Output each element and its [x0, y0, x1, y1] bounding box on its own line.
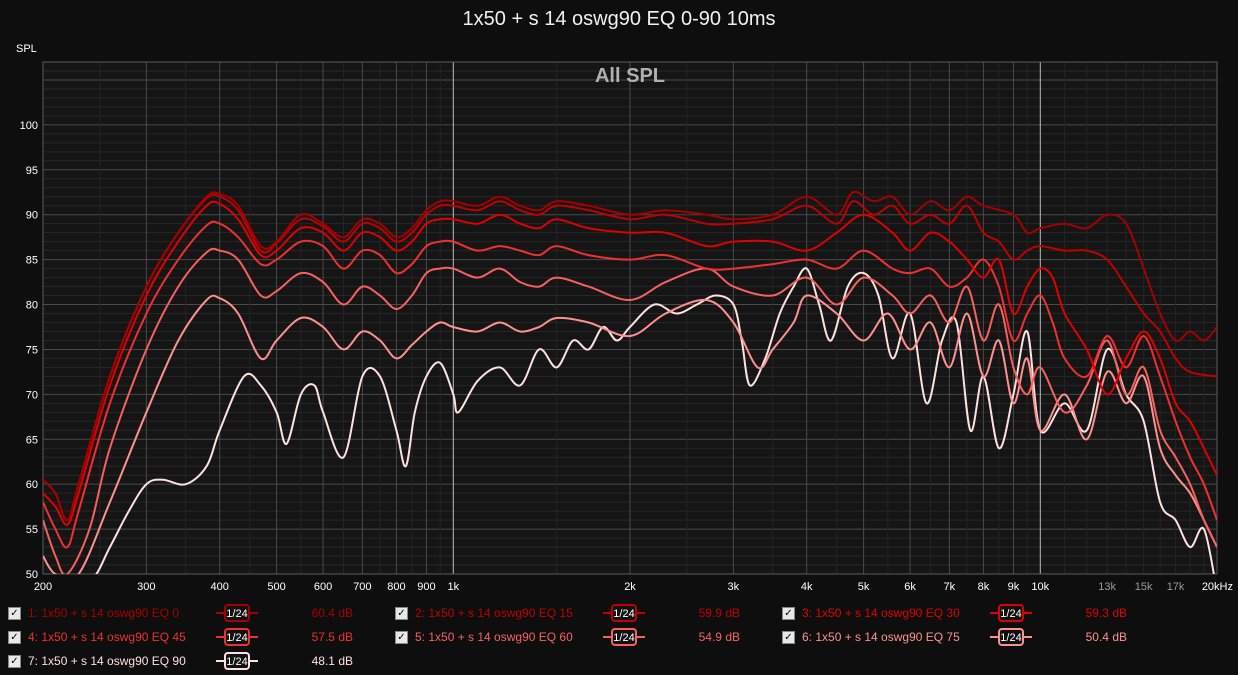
- x-tick-label: 400: [211, 581, 229, 593]
- x-tick-label: 20kHz: [1202, 581, 1233, 593]
- legend-level: 54.9 dB: [698, 630, 740, 644]
- x-ticks: 200 300 400 500 600 700 800 900 1k 2k 3k 4k 5k 6k 7k 8k…: [34, 581, 1233, 593]
- x-tick-label: 2k: [624, 581, 636, 593]
- x-tick-label: 700: [353, 581, 371, 593]
- x-tick-label: 4k: [801, 581, 813, 593]
- legend-label: 7: 1x50 + s 14 oswg90 EQ 90: [28, 654, 186, 668]
- x-tick-label: 10k: [1031, 581, 1049, 593]
- legend-checkbox[interactable]: ✓: [395, 607, 408, 620]
- smoothing-button[interactable]: 1/24: [990, 604, 1032, 622]
- grid: [42, 61, 1218, 575]
- legend-item[interactable]: ✓ 2: 1x50 + s 14 oswg90 EQ 15 1/24 59.9 dB: [395, 604, 775, 624]
- series-line: [95, 267, 1215, 574]
- legend-label: 3: 1x50 + s 14 oswg90 EQ 30: [802, 606, 960, 620]
- x-tick-label: 15k: [1135, 581, 1153, 593]
- smoothing-button[interactable]: 1/24: [990, 628, 1032, 646]
- legend: ✓ 1: 1x50 + s 14 oswg90 EQ 0 1/24 60.4 dB ✓ 2…: [0, 600, 1238, 675]
- series-line: [43, 193, 1217, 522]
- legend-item[interactable]: ✓ 4: 1x50 + s 14 oswg90 EQ 45 1/24 57.5 dB: [8, 628, 388, 648]
- legend-checkbox[interactable]: ✓: [8, 631, 21, 644]
- legend-label: 4: 1x50 + s 14 oswg90 EQ 45: [28, 630, 186, 644]
- x-tick-label: 8k: [978, 581, 990, 593]
- legend-item[interactable]: ✓ 6: 1x50 + s 14 oswg90 EQ 75 1/24 50.4 dB: [782, 628, 1162, 648]
- series-layer: [43, 190, 1217, 574]
- x-tick-label: 500: [267, 581, 285, 593]
- y-tick-label: 100: [20, 120, 38, 132]
- smoothing-label: 1/24: [1000, 632, 1021, 644]
- y-tick-label: 50: [26, 569, 38, 581]
- x-tick-label: 800: [387, 581, 405, 593]
- chart-title: 1x50 + s 14 oswg90 EQ 0-90 10ms: [462, 8, 776, 30]
- smoothing-button[interactable]: 1/24: [603, 628, 645, 646]
- y-axis-label: SPL: [16, 43, 37, 55]
- legend-checkbox[interactable]: ✓: [8, 607, 21, 620]
- x-tick-label: 9k: [1008, 581, 1020, 593]
- series-line: [43, 200, 1217, 526]
- x-tick-label: 300: [137, 581, 155, 593]
- y-tick-label: 55: [26, 524, 38, 536]
- smoothing-button[interactable]: 1/24: [216, 652, 258, 670]
- smoothing-button[interactable]: 1/24: [216, 628, 258, 646]
- legend-label: 1: 1x50 + s 14 oswg90 EQ 0: [28, 606, 180, 620]
- smoothing-label: 1/24: [613, 632, 634, 644]
- legend-checkbox[interactable]: ✓: [395, 631, 408, 644]
- y-ticks: 50 55 60 65 70 75 80 85 90 95 100: [20, 120, 38, 581]
- series-line: [43, 220, 1217, 549]
- series-line: [43, 190, 1217, 522]
- smoothing-label: 1/24: [613, 608, 634, 620]
- x-tick-label: 13k: [1098, 581, 1116, 593]
- x-tick-label: 600: [314, 581, 332, 593]
- y-tick-label: 60: [26, 479, 38, 491]
- legend-level: 60.4 dB: [311, 606, 353, 620]
- smoothing-label: 1/24: [1000, 608, 1021, 620]
- x-tick-label: 200: [34, 581, 52, 593]
- series-line: [43, 247, 1217, 574]
- chart-subtitle: All SPL: [595, 65, 665, 87]
- legend-checkbox[interactable]: ✓: [782, 631, 795, 644]
- x-tick-label: 900: [417, 581, 435, 593]
- x-tick-label: 6k: [904, 581, 916, 593]
- legend-checkbox[interactable]: ✓: [782, 607, 795, 620]
- legend-level: 59.3 dB: [1085, 606, 1127, 620]
- smoothing-button[interactable]: 1/24: [216, 604, 258, 622]
- x-tick-label: 5k: [858, 581, 870, 593]
- y-tick-label: 65: [26, 434, 38, 446]
- legend-label: 6: 1x50 + s 14 oswg90 EQ 75: [802, 630, 960, 644]
- y-tick-label: 75: [26, 344, 38, 356]
- smoothing-button[interactable]: 1/24: [603, 604, 645, 622]
- legend-item[interactable]: ✓ 5: 1x50 + s 14 oswg90 EQ 60 1/24 54.9 dB: [395, 628, 775, 648]
- legend-label: 5: 1x50 + s 14 oswg90 EQ 60: [415, 630, 573, 644]
- smoothing-label: 1/24: [226, 608, 247, 620]
- y-tick-label: 70: [26, 389, 38, 401]
- y-tick-label: 90: [26, 210, 38, 222]
- x-tick-label: 7k: [944, 581, 956, 593]
- legend-item[interactable]: ✓ 7: 1x50 + s 14 oswg90 EQ 90 1/24 48.1 dB: [8, 652, 388, 672]
- plot-border: [42, 61, 1218, 575]
- legend-level: 50.4 dB: [1085, 630, 1127, 644]
- legend-item[interactable]: ✓ 3: 1x50 + s 14 oswg90 EQ 30 1/24 59.3 dB: [782, 604, 1162, 624]
- legend-level: 59.9 dB: [698, 606, 740, 620]
- x-tick-label: 3k: [728, 581, 740, 593]
- x-tick-label: 17k: [1167, 581, 1185, 593]
- legend-level: 48.1 dB: [311, 654, 353, 668]
- legend-label: 2: 1x50 + s 14 oswg90 EQ 15: [415, 606, 573, 620]
- spl-chart[interactable]: All SPL SPL 50 55 60 65 70 75 80 85 90 95 100 200 3…: [0, 0, 1238, 600]
- smoothing-label: 1/24: [226, 656, 247, 668]
- x-tick-label: 1k: [447, 581, 459, 593]
- smoothing-label: 1/24: [226, 632, 247, 644]
- y-tick-label: 80: [26, 300, 38, 312]
- y-tick-label: 85: [26, 255, 38, 267]
- legend-checkbox[interactable]: ✓: [8, 655, 21, 668]
- legend-level: 57.5 dB: [311, 630, 353, 644]
- legend-item[interactable]: ✓ 1: 1x50 + s 14 oswg90 EQ 0 1/24 60.4 dB: [8, 604, 388, 624]
- y-tick-label: 95: [26, 165, 38, 177]
